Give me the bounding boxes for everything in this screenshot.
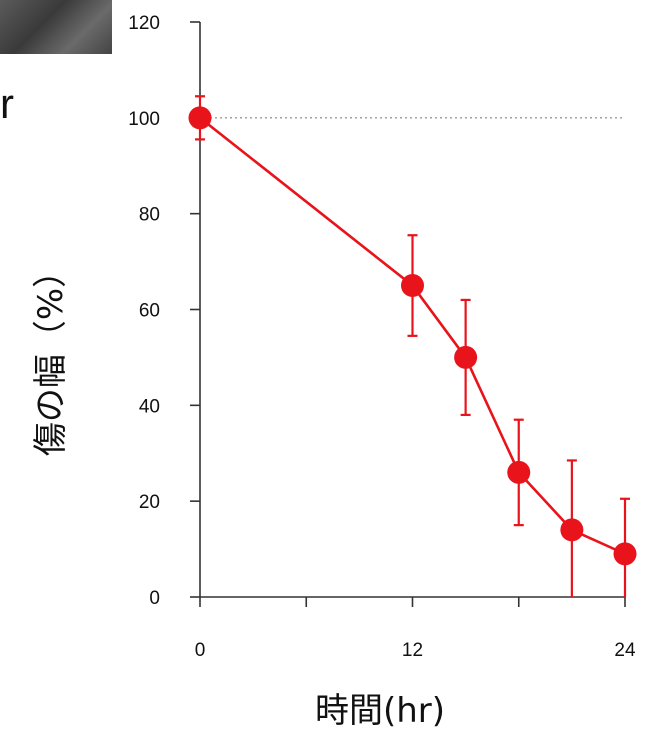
data-point (560, 518, 584, 542)
x-tick-label: 24 (614, 640, 636, 661)
y-tick-label: 100 (128, 109, 160, 130)
x-axis-title: 時間(hr) (315, 691, 445, 731)
data-point (401, 274, 424, 298)
x-tick-label: 0 (195, 640, 206, 661)
y-tick-label: 60 (139, 301, 160, 322)
data-point (613, 542, 637, 566)
y-tick-label: 20 (139, 492, 160, 513)
cropped-text-fragment: r (0, 80, 14, 127)
y-tick-label: 40 (139, 396, 160, 417)
cropped-image-fragment (0, 0, 112, 54)
y-axis-title: 傷の幅（%） (31, 254, 71, 456)
axes: 0 20 40 60 80 100 120 0 12 24 (128, 13, 636, 661)
data-point (188, 106, 212, 130)
y-tick-label: 80 (139, 205, 160, 226)
y-tick-label: 0 (149, 588, 160, 609)
y-tick-label: 120 (128, 13, 160, 34)
x-tick-label: 12 (402, 640, 423, 661)
data-point (507, 460, 531, 484)
data-point (454, 345, 478, 369)
data-marks (188, 95, 637, 597)
